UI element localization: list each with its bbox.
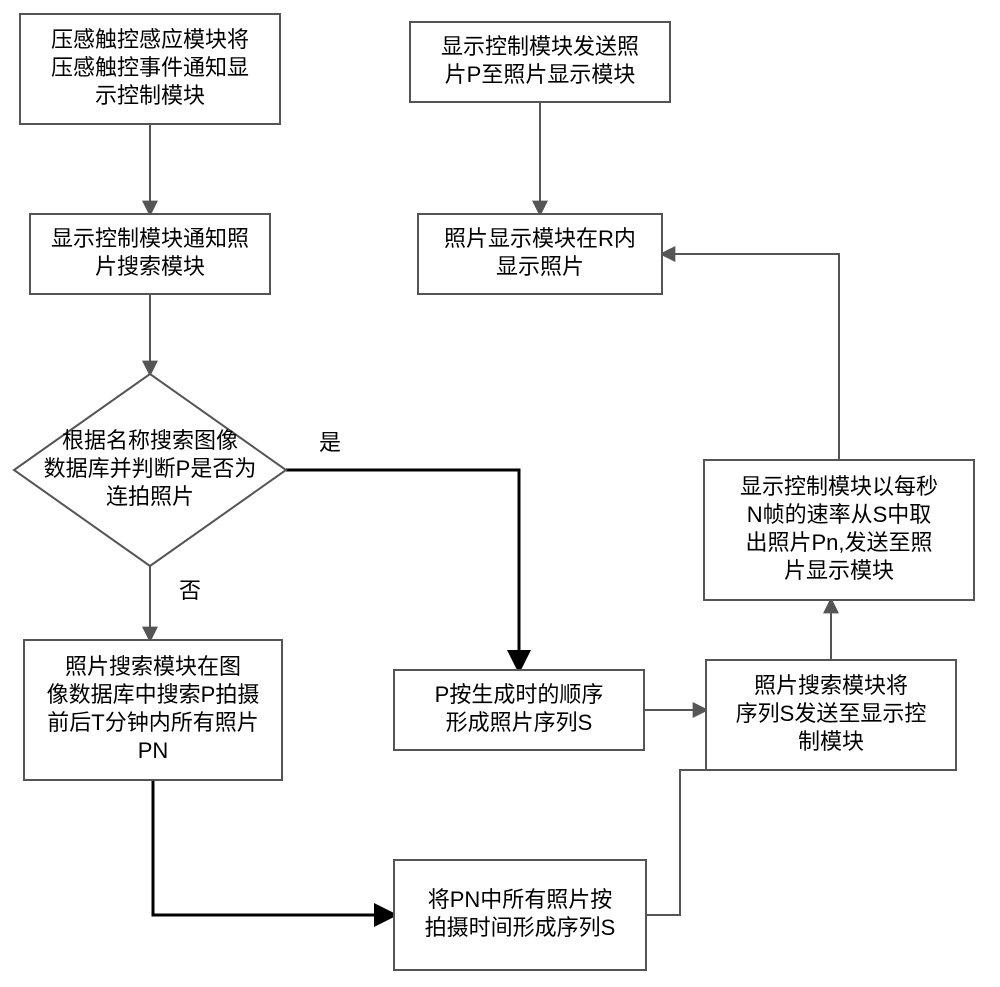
node-text-n1-line1: 压感触控事件通知显 bbox=[51, 55, 249, 80]
edge-e10 bbox=[646, 770, 706, 915]
node-text-n1-line0: 压感触控感应模块将 bbox=[51, 27, 249, 52]
edge-label-e5: 否 bbox=[179, 578, 201, 603]
node-text-n2-line0: 显示控制模块发送照 bbox=[441, 34, 639, 59]
flowchart-diagram: 压感触控感应模块将压感触控事件通知显示控制模块 显示控制模块发送照片P至照片显示模… bbox=[0, 0, 1000, 987]
node-text-n6-line1: 像数据库中搜索P拍摄 bbox=[47, 682, 260, 707]
node-text-n8-line2: 制模块 bbox=[798, 729, 864, 754]
node-d1: 根据名称搜索图像数据库并判断P是否为连拍照片 bbox=[14, 374, 286, 566]
node-text-n5-line0: 显示控制模块以每秒 bbox=[740, 474, 938, 499]
node-text-n5-line1: N帧的速率从S中取 bbox=[747, 502, 932, 527]
node-n3: 显示控制模块通知照片搜索模块 bbox=[30, 214, 270, 294]
node-text-n1-line2: 示控制模块 bbox=[95, 83, 205, 108]
node-text-n3-line0: 显示控制模块通知照 bbox=[51, 226, 249, 251]
node-text-n9-line1: 拍摄时间形成序列S bbox=[425, 915, 616, 940]
edge-label-e4: 是 bbox=[319, 430, 341, 455]
node-text-n7-line0: P按生成时的顺序 bbox=[435, 682, 604, 707]
edge-e8 bbox=[662, 254, 839, 460]
node-n1: 压感触控感应模块将压感触控事件通知显示控制模块 bbox=[20, 14, 280, 124]
node-text-n7-line1: 形成照片序列S bbox=[446, 710, 593, 735]
node-n4: 照片显示模块在R内显示照片 bbox=[418, 214, 662, 294]
node-text-n5-line2: 出照片Pn,发送至照 bbox=[745, 530, 932, 555]
node-n5: 显示控制模块以每秒 N帧的速率从S中取出照片Pn,发送至照片显示模块 bbox=[704, 460, 974, 600]
node-text-n6-line0: 照片搜索模块在图 bbox=[65, 654, 241, 679]
node-text-d1-line0: 根据名称搜索图像 bbox=[62, 428, 238, 453]
edge-e9 bbox=[153, 780, 394, 915]
node-text-n6-line2: 前后T分钟内所有照片 bbox=[47, 710, 258, 735]
node-text-n8-line1: 序列S发送至显示控 bbox=[736, 701, 927, 726]
node-text-d1-line1: 数据库并判断P是否为 bbox=[44, 456, 257, 481]
node-text-n2-line1: 片P至照片显示模块 bbox=[445, 62, 636, 87]
edge-e4 bbox=[286, 470, 519, 670]
node-n9: 将PN中所有照片按拍摄时间形成序列S bbox=[394, 860, 646, 970]
node-n8: 照片搜索模块将序列S发送至显示控制模块 bbox=[706, 660, 956, 770]
node-n2: 显示控制模块发送照片P至照片显示模块 bbox=[410, 22, 670, 102]
node-n6: 照片搜索模块在图像数据库中搜索P拍摄前后T分钟内所有照片 PN bbox=[24, 640, 282, 780]
node-text-n5-line3: 片显示模块 bbox=[784, 558, 894, 583]
node-text-n6-line3: PN bbox=[138, 738, 169, 763]
node-text-n9-line0: 将PN中所有照片按 bbox=[428, 887, 613, 912]
node-text-n8-line0: 照片搜索模块将 bbox=[754, 673, 908, 698]
node-text-d1-line2: 连拍照片 bbox=[106, 484, 194, 509]
node-text-n4-line1: 显示照片 bbox=[496, 254, 584, 279]
node-text-n4-line0: 照片显示模块在R内 bbox=[444, 226, 636, 251]
node-n7: P按生成时的顺序形成照片序列S bbox=[394, 670, 644, 750]
node-text-n3-line1: 片搜索模块 bbox=[95, 254, 205, 279]
